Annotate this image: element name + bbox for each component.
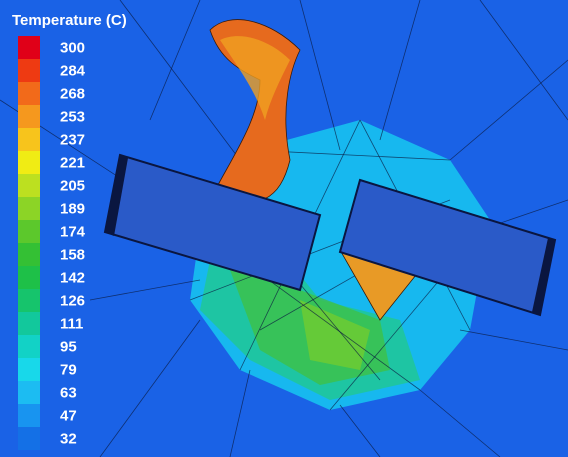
legend-swatch (18, 266, 40, 289)
legend-label: 237 (60, 131, 85, 148)
legend-label: 142 (60, 269, 85, 286)
legend-swatch (18, 36, 40, 59)
legend-swatch (18, 427, 40, 450)
legend-swatch (18, 381, 40, 404)
legend-swatch (18, 174, 40, 197)
legend-swatch (18, 59, 40, 82)
legend-swatch (18, 243, 40, 266)
legend-label: 126 (60, 292, 85, 309)
legend-swatch (18, 312, 40, 335)
legend-label: 111 (60, 315, 83, 332)
legend-title: Temperature (C) (12, 12, 127, 29)
legend-swatch (18, 289, 40, 312)
legend-label: 189 (60, 200, 85, 217)
legend-label: 300 (60, 39, 85, 56)
legend-swatch (18, 404, 40, 427)
legend-label: 268 (60, 85, 85, 102)
legend-swatch (18, 220, 40, 243)
legend-label: 158 (60, 246, 85, 263)
legend-label: 47 (60, 407, 77, 424)
legend-label: 63 (60, 384, 77, 401)
legend-swatch (18, 335, 40, 358)
legend-label: 221 (60, 154, 85, 171)
legend-swatch (18, 358, 40, 381)
legend-label: 174 (60, 223, 86, 240)
legend-label: 32 (60, 430, 77, 447)
legend-label: 253 (60, 108, 85, 125)
legend-label: 205 (60, 177, 85, 194)
legend-swatch (18, 197, 40, 220)
legend-label: 95 (60, 338, 77, 355)
legend-swatch (18, 82, 40, 105)
legend-swatch (18, 105, 40, 128)
legend-swatch (18, 151, 40, 174)
legend-swatch (18, 128, 40, 151)
simulation-view: Temperature (C) 300 284 268 253 237 221 205 189… (0, 0, 568, 457)
legend-label: 79 (60, 361, 77, 378)
legend-label: 284 (60, 62, 86, 79)
